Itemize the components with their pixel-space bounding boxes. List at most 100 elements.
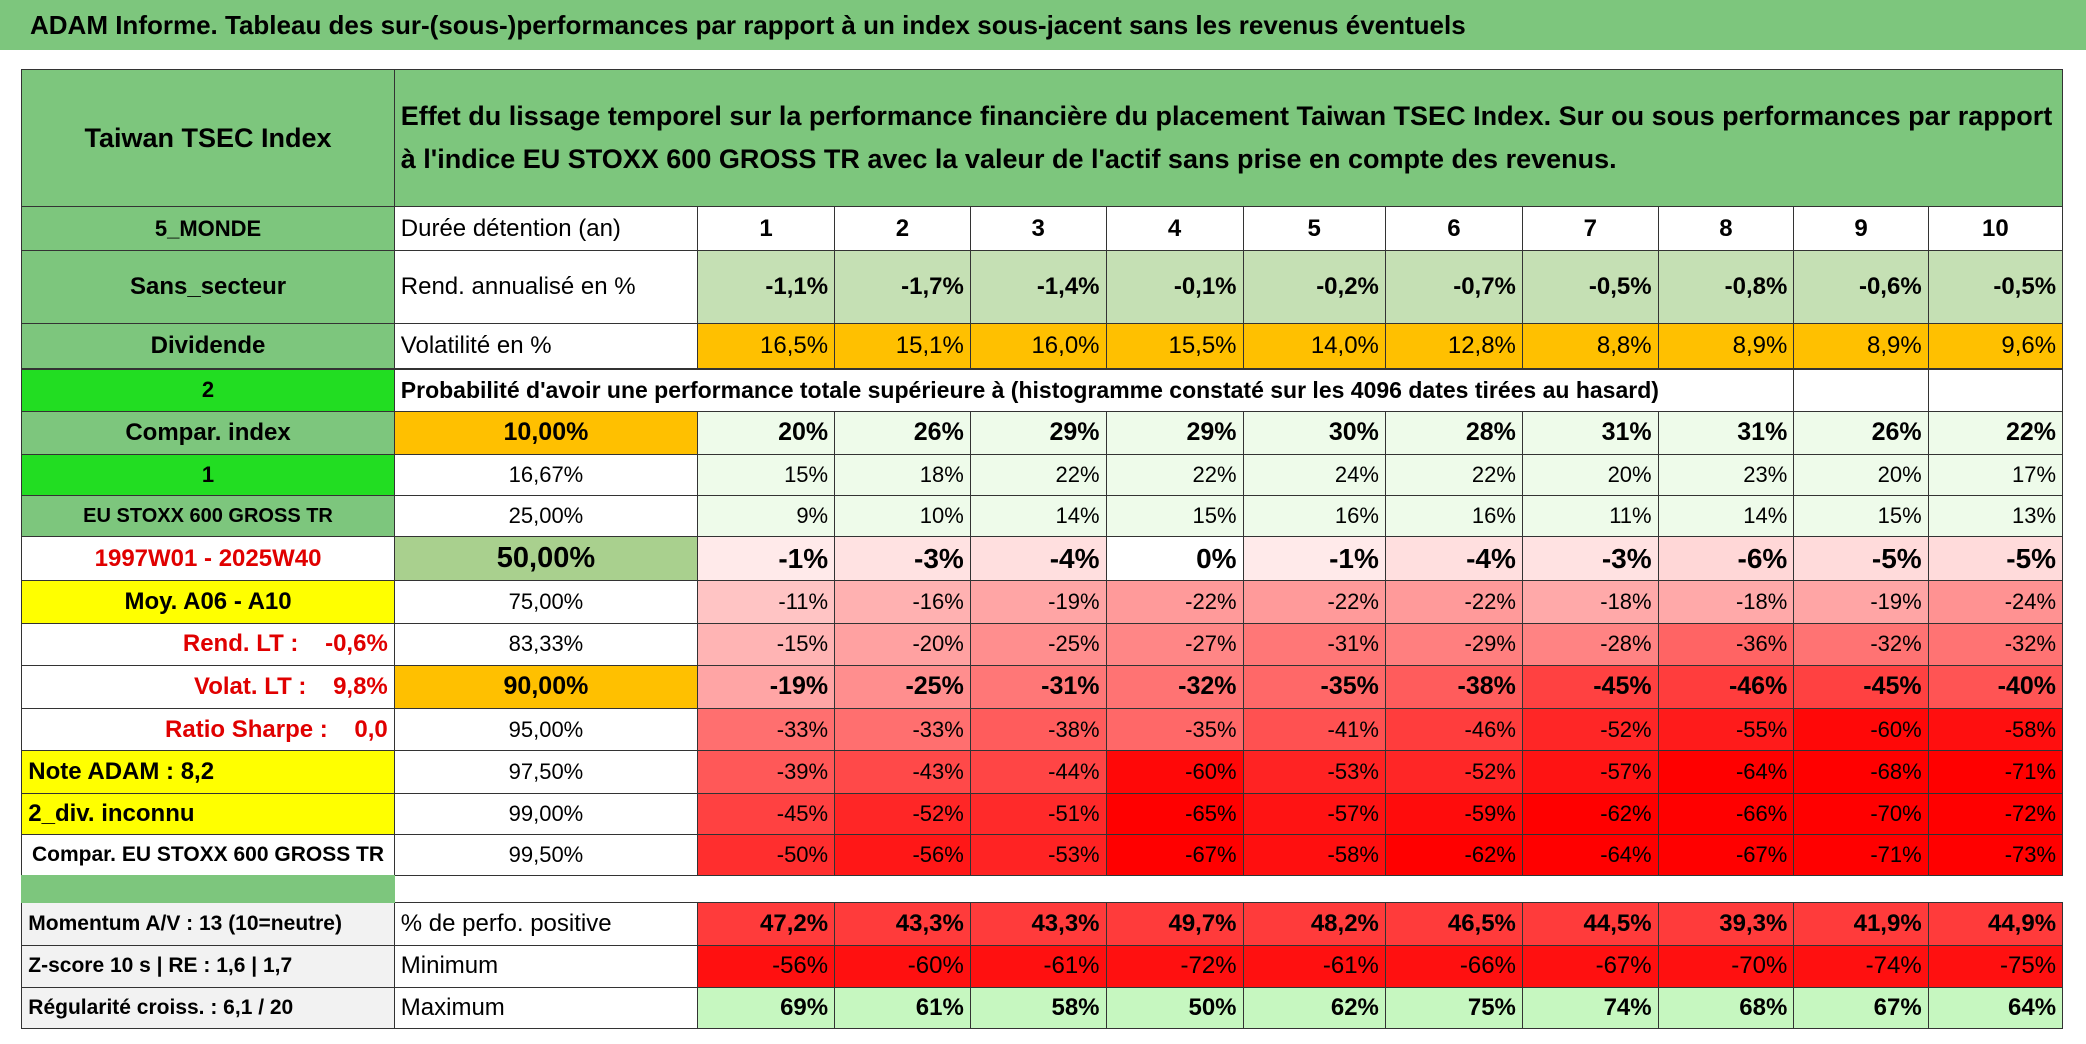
value-cell: -0,2% [1242,250,1386,325]
value-cell: -4% [969,536,1107,582]
value-cell: 15% [697,453,836,496]
value-cell: 62% [1242,987,1386,1030]
value-cell: -1,1% [697,250,836,325]
value-cell: 44,5% [1521,901,1659,946]
row-label: Dividende [21,323,395,370]
value-cell: 29% [969,411,1107,455]
value-cell: 10% [834,494,971,538]
value-cell: 4 [1105,206,1244,252]
value-cell: 8 [1657,206,1795,252]
value-cell: -20% [834,622,971,667]
value-cell: -3% [1521,536,1659,582]
value-cell: 10 [1927,206,2064,252]
value-cell: 26% [834,411,971,455]
row-metric: Durée détention (an) [393,206,699,252]
value-cell: -36% [1657,622,1795,667]
value-cell: -72% [1927,792,2064,836]
value-cell: -19% [969,580,1107,624]
value-cell: -32% [1105,665,1244,709]
value-cell: 8,8% [1521,323,1659,370]
row-label: Note ADAM : 8,2 [21,750,395,794]
value-cell: 2 [834,206,971,252]
value-cell: 43,3% [834,901,971,946]
value-cell: -72% [1105,944,1244,989]
value-cell: -32% [1793,622,1929,667]
value-cell: -73% [1927,834,2064,877]
row-metric: 75,00% [393,580,699,624]
value-cell: 44,9% [1927,901,2064,946]
value-cell: -31% [1242,622,1386,667]
value-cell: 74% [1521,987,1659,1030]
value-cell: -74% [1793,944,1929,989]
value-cell: -28% [1521,622,1659,667]
value-cell: 41,9% [1793,901,1929,946]
row-metric: 99,50% [393,834,699,877]
row-label: Moy. A06 - A10 [21,580,395,624]
row-label: 5_MONDE [21,206,395,252]
row-metric: 16,67% [393,453,699,496]
value-cell: -67% [1521,944,1659,989]
value-cell: -45% [1793,665,1929,709]
row-label: Régularité croiss. : 6,1 / 20 [21,987,395,1030]
value-cell: -59% [1384,792,1523,836]
value-cell: 15,1% [834,323,971,370]
value-cell: -1% [697,536,836,582]
value-cell: -3% [834,536,971,582]
value-cell: -6% [1657,536,1795,582]
value-cell: 14% [1657,494,1795,538]
value-cell: 31% [1521,411,1659,455]
value-cell: -58% [1927,707,2064,752]
value-cell: 14% [969,494,1107,538]
empty-cell [1793,368,1929,413]
value-cell: -35% [1105,707,1244,752]
value-cell: 9 [1793,206,1929,252]
value-cell: -57% [1242,792,1386,836]
value-cell: 20% [1521,453,1659,496]
value-cell: -60% [1105,750,1244,794]
value-cell: 46,5% [1384,901,1523,946]
value-cell: 18% [834,453,971,496]
value-cell: -15% [697,622,836,667]
value-cell: -50% [697,834,836,877]
value-cell: -5% [1927,536,2064,582]
value-cell: 16% [1384,494,1523,538]
value-cell: -19% [1793,580,1929,624]
row-label: Momentum A/V : 13 (10=neutre) [21,901,395,946]
value-cell: 8,9% [1793,323,1929,370]
value-cell: -46% [1384,707,1523,752]
value-cell: -56% [697,944,836,989]
value-cell: 26% [1793,411,1929,455]
row-metric: Rend. annualisé en % [393,250,699,325]
row-metric: 10,00% [393,411,699,455]
empty-cell [1927,368,2064,413]
row-label: Volat. LT : 9,8% [21,665,395,709]
value-cell: -31% [969,665,1107,709]
value-cell: 50% [1105,987,1244,1030]
row-metric: Minimum [393,944,699,989]
value-cell: -56% [834,834,971,877]
row-metric: 95,00% [393,707,699,752]
row-metric: 90,00% [393,665,699,709]
value-cell: -64% [1521,834,1659,877]
value-cell: 29% [1105,411,1244,455]
row-label: Compar. index [21,411,395,455]
row-metric: 97,50% [393,750,699,794]
value-cell: -33% [834,707,971,752]
value-cell: 1 [697,206,836,252]
value-cell: -66% [1384,944,1523,989]
row-label: EU STOXX 600 GROSS TR [21,494,395,538]
value-cell: -75% [1927,944,2064,989]
value-cell: 7 [1521,206,1659,252]
value-cell: -70% [1657,944,1795,989]
row-label: 1 [21,453,395,496]
value-cell: 68% [1657,987,1795,1030]
value-cell: -0,5% [1521,250,1659,325]
value-cell: -27% [1105,622,1244,667]
value-cell: -33% [697,707,836,752]
value-cell: -52% [1384,750,1523,794]
value-cell: 31% [1657,411,1795,455]
value-cell: -40% [1927,665,2064,709]
row-label: Sans_secteur [21,250,395,325]
value-cell: -55% [1657,707,1795,752]
value-cell: -4% [1384,536,1523,582]
